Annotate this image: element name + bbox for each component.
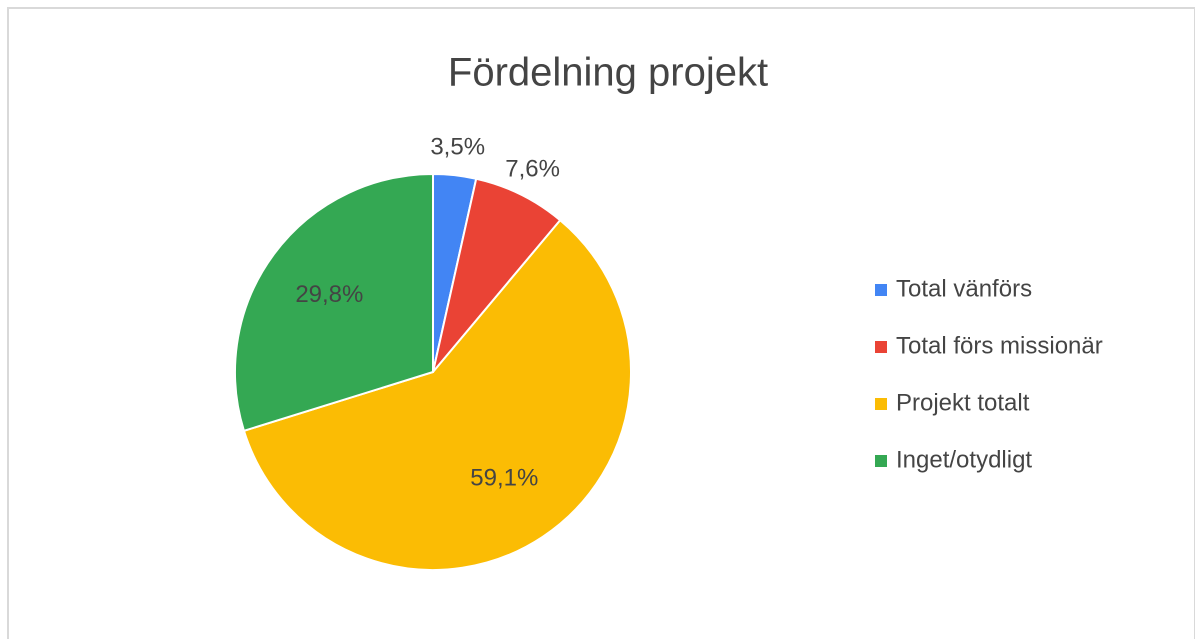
data-label: 3,5% [430,134,485,161]
legend-label: Total vänförs [896,275,1032,302]
legend-label: Inget/otydligt [896,446,1032,473]
legend-swatch [875,284,887,296]
legend-swatch [875,455,887,467]
legend-label: Projekt totalt [896,389,1030,416]
pie-slice [242,218,632,571]
data-label: 7,6% [505,156,560,183]
pie-slice [234,172,434,433]
chart-title: Fördelning projekt [448,51,768,95]
legend-label: Total förs missionär [896,332,1103,359]
data-label: 59,1% [470,464,538,491]
data-label: 29,8% [295,281,363,308]
pie-slice [432,177,562,373]
legend-swatch [875,398,887,410]
legend-swatch [875,341,887,353]
